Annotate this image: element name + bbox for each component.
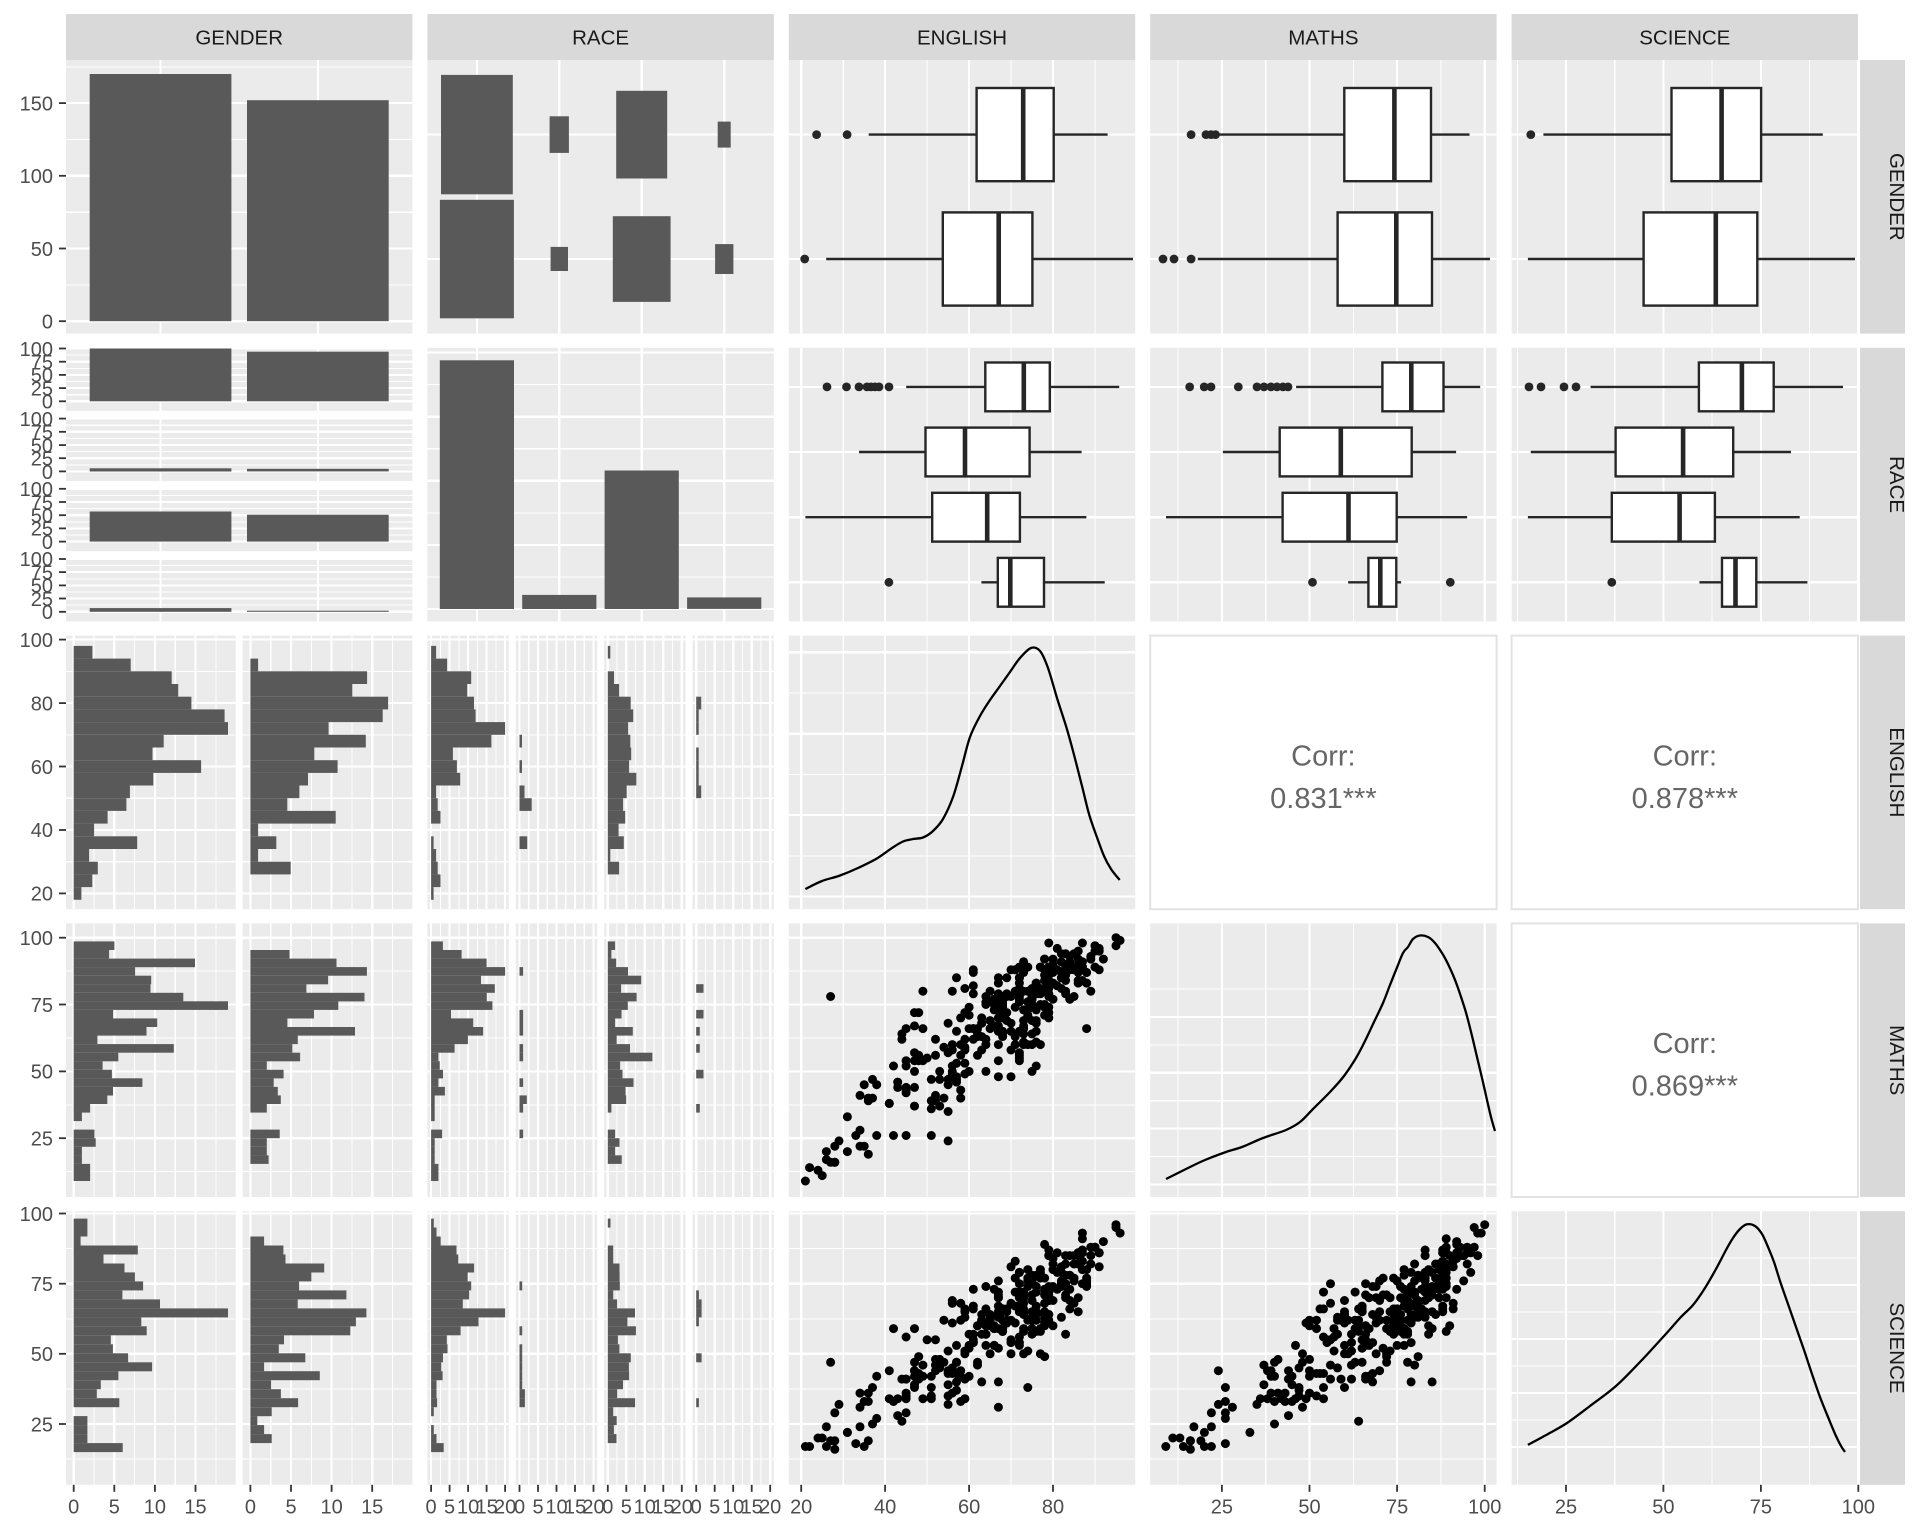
svg-text:10: 10	[545, 1497, 567, 1519]
svg-text:ENGLISH: ENGLISH	[1885, 727, 1908, 817]
svg-text:20: 20	[759, 1497, 781, 1519]
svg-text:20: 20	[494, 1497, 516, 1519]
svg-text:100: 100	[20, 479, 53, 501]
svg-text:0: 0	[691, 1497, 702, 1519]
svg-text:ENGLISH: ENGLISH	[917, 26, 1007, 49]
svg-text:60: 60	[31, 757, 53, 779]
svg-text:75: 75	[1386, 1497, 1408, 1519]
svg-text:0: 0	[42, 462, 53, 484]
svg-text:10: 10	[144, 1497, 166, 1519]
svg-text:0: 0	[514, 1497, 525, 1519]
svg-text:5: 5	[109, 1497, 120, 1519]
svg-text:75: 75	[31, 352, 53, 374]
svg-text:100: 100	[20, 166, 53, 188]
svg-text:50: 50	[31, 1062, 53, 1084]
svg-text:100: 100	[1842, 1497, 1875, 1519]
svg-text:15: 15	[564, 1497, 586, 1519]
svg-text:100: 100	[20, 409, 53, 431]
svg-text:40: 40	[31, 820, 53, 842]
svg-text:10: 10	[457, 1497, 479, 1519]
svg-text:100: 100	[20, 549, 53, 571]
svg-text:0.831***: 0.831***	[1270, 783, 1376, 815]
svg-text:RACE: RACE	[1885, 456, 1908, 513]
svg-text:25: 25	[31, 519, 53, 541]
svg-text:100: 100	[20, 928, 53, 950]
svg-text:80: 80	[31, 693, 53, 715]
svg-text:5: 5	[444, 1497, 455, 1519]
svg-text:5: 5	[532, 1497, 543, 1519]
svg-text:SCIENCE: SCIENCE	[1639, 26, 1730, 49]
svg-text:75: 75	[31, 562, 53, 584]
svg-text:0: 0	[42, 312, 53, 334]
svg-text:0: 0	[426, 1497, 437, 1519]
svg-text:75: 75	[31, 1274, 53, 1296]
svg-text:75: 75	[1750, 1497, 1772, 1519]
svg-text:25: 25	[1211, 1497, 1233, 1519]
svg-text:10: 10	[320, 1497, 342, 1519]
svg-text:5: 5	[709, 1497, 720, 1519]
svg-text:50: 50	[31, 1344, 53, 1366]
svg-text:5: 5	[285, 1497, 296, 1519]
svg-text:60: 60	[958, 1497, 980, 1519]
svg-text:RACE: RACE	[572, 26, 629, 49]
svg-text:GENDER: GENDER	[195, 26, 283, 49]
svg-text:25: 25	[31, 1414, 53, 1436]
svg-text:25: 25	[1555, 1497, 1577, 1519]
svg-text:50: 50	[31, 506, 53, 528]
svg-text:15: 15	[361, 1497, 383, 1519]
svg-text:0: 0	[602, 1497, 613, 1519]
svg-text:50: 50	[31, 239, 53, 261]
svg-text:0: 0	[68, 1497, 79, 1519]
svg-text:10: 10	[634, 1497, 656, 1519]
svg-text:75: 75	[31, 995, 53, 1017]
svg-text:50: 50	[31, 576, 53, 598]
svg-text:15: 15	[184, 1497, 206, 1519]
svg-text:25: 25	[31, 449, 53, 471]
svg-text:150: 150	[20, 93, 53, 115]
svg-text:0.869***: 0.869***	[1632, 1071, 1738, 1103]
svg-text:Corr:: Corr:	[1653, 1028, 1717, 1060]
svg-text:0: 0	[42, 602, 53, 624]
svg-text:50: 50	[31, 365, 53, 387]
svg-text:SCIENCE: SCIENCE	[1885, 1302, 1908, 1393]
svg-text:20: 20	[790, 1497, 812, 1519]
svg-text:100: 100	[1468, 1497, 1501, 1519]
svg-text:50: 50	[31, 435, 53, 457]
svg-text:40: 40	[874, 1497, 896, 1519]
svg-text:50: 50	[1652, 1497, 1674, 1519]
svg-text:5: 5	[621, 1497, 632, 1519]
svg-text:75: 75	[31, 492, 53, 514]
svg-text:Corr:: Corr:	[1291, 740, 1355, 772]
svg-text:80: 80	[1042, 1497, 1064, 1519]
svg-text:25: 25	[31, 378, 53, 400]
svg-text:0: 0	[42, 392, 53, 414]
svg-text:75: 75	[31, 422, 53, 444]
svg-text:Corr:: Corr:	[1653, 740, 1717, 772]
svg-text:100: 100	[20, 630, 53, 652]
svg-text:25: 25	[31, 589, 53, 611]
svg-text:20: 20	[31, 884, 53, 906]
svg-text:15: 15	[741, 1497, 763, 1519]
svg-text:25: 25	[31, 1129, 53, 1151]
svg-text:100: 100	[20, 1204, 53, 1226]
svg-text:0: 0	[42, 532, 53, 554]
svg-text:50: 50	[1298, 1497, 1320, 1519]
svg-text:10: 10	[722, 1497, 744, 1519]
svg-text:GENDER: GENDER	[1885, 153, 1908, 241]
svg-text:MATHS: MATHS	[1288, 26, 1358, 49]
svg-text:0: 0	[245, 1497, 256, 1519]
svg-text:20: 20	[582, 1497, 604, 1519]
svg-text:15: 15	[652, 1497, 674, 1519]
svg-text:0.878***: 0.878***	[1632, 783, 1738, 815]
svg-text:15: 15	[475, 1497, 497, 1519]
svg-text:20: 20	[671, 1497, 693, 1519]
svg-text:MATHS: MATHS	[1885, 1025, 1908, 1095]
svg-text:100: 100	[20, 339, 53, 361]
